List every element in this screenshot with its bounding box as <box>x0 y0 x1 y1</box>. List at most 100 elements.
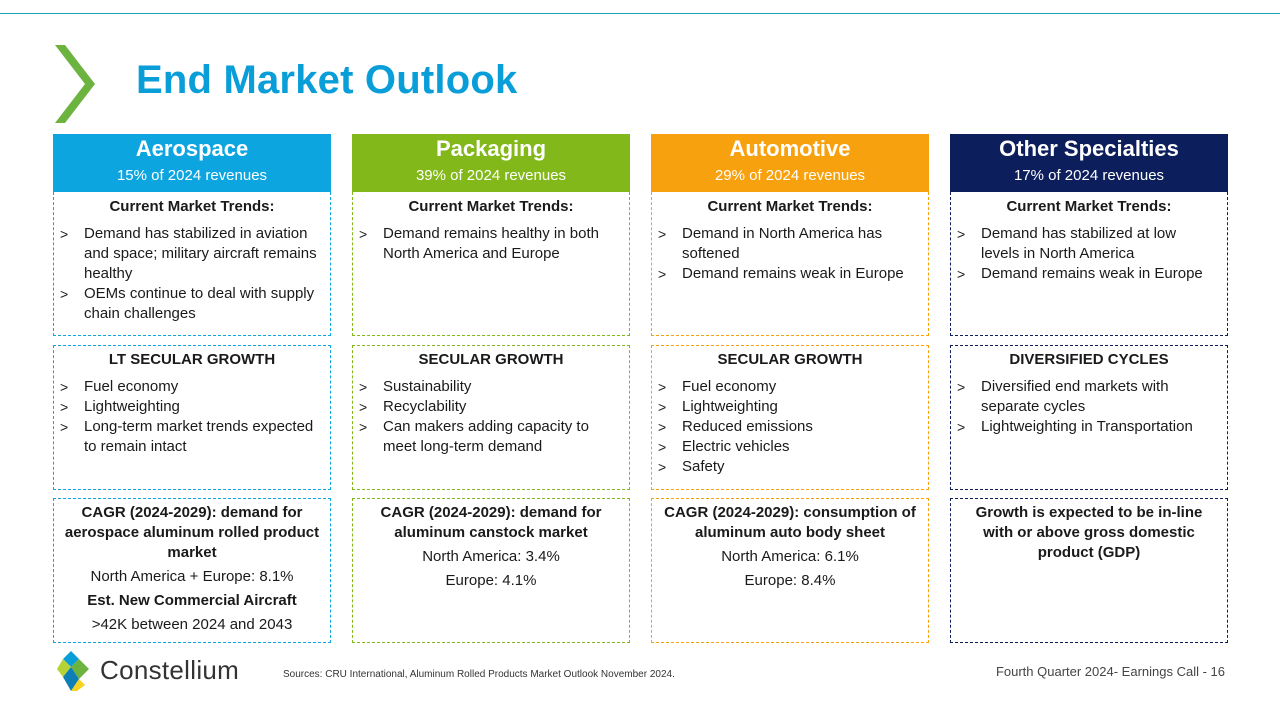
growth-box: SECULAR GROWTH > Fuel economy > Lightweighti… <box>651 345 929 490</box>
cagr-value: North America + Europe: 8.1% <box>90 568 294 585</box>
bullet-marker: > <box>60 226 69 242</box>
bullet-item: > Long-term market trends expected to rem… <box>60 417 318 457</box>
bullet-text: Sustainability <box>383 378 472 395</box>
bullet-item: > Lightweighting <box>60 397 318 417</box>
bullet-marker: > <box>658 399 667 415</box>
bullet-marker: > <box>359 419 368 435</box>
cagr-title: CAGR (2024-2029): demand for aluminum ca… <box>380 504 602 541</box>
cagr-title: Growth is expected to be in-line with or… <box>975 504 1203 561</box>
cagr-value: Europe: 4.1% <box>445 572 537 589</box>
column-title: Aerospace <box>135 136 249 161</box>
growth-box: SECULAR GROWTH > Sustainability > Recyclabil… <box>352 345 630 490</box>
column-title: Automotive <box>729 136 851 161</box>
bullet-text: Demand remains weak in Europe <box>682 265 904 282</box>
bullet-item: > Recyclability <box>359 397 617 417</box>
revenue-share: 39% of 2024 revenues <box>415 167 567 184</box>
bullet-item: > Demand remains healthy in both North Am… <box>359 224 617 264</box>
aircraft-title: Est. New Commercial Aircraft <box>87 592 297 609</box>
growth-list: > Diversified end markets with separate c… <box>951 377 1227 437</box>
brand-name: Constellium <box>100 655 240 685</box>
bullet-text: Diversified end markets with separate cy… <box>981 378 1169 415</box>
page-title: End Market Outlook <box>136 58 518 102</box>
trends-list: > Demand has stabilized in aviation and s… <box>54 224 330 324</box>
bullet-item: > Demand in North America has softened <box>658 224 916 264</box>
cagr-title: CAGR (2024-2029): consumption of aluminu… <box>664 504 916 541</box>
bullet-item: > Demand remains weak in Europe <box>957 264 1215 284</box>
column-automotive: Automotive 29% of 2024 revenues Current Ma… <box>651 134 929 643</box>
cagr-value: North America: 3.4% <box>422 548 560 565</box>
bullet-text: Demand has stabilized in aviation and sp… <box>84 225 317 282</box>
aircraft-value: >42K between 2024 and 2043 <box>91 616 293 633</box>
trends-title: Current Market Trends: <box>408 198 574 215</box>
cagr-value: Europe: 8.4% <box>744 572 836 589</box>
top-rule <box>0 13 1280 14</box>
revenue-share: 17% of 2024 revenues <box>1013 167 1165 184</box>
bullet-marker: > <box>957 266 966 282</box>
constellium-logo-icon <box>57 651 89 691</box>
bullet-text: Demand remains healthy in both North Ame… <box>383 225 599 262</box>
trends-box: Current Market Trends: > Demand remains he… <box>352 192 630 336</box>
growth-title: DIVERSIFIED CYCLES <box>1009 351 1169 368</box>
bullet-text: Fuel economy <box>84 378 179 395</box>
bullet-item: > OEMs continue to deal with supply chain… <box>60 284 318 324</box>
bullet-text: Lightweighting <box>682 398 778 415</box>
bullet-text: Demand remains weak in Europe <box>981 265 1203 282</box>
bullet-item: > Diversified end markets with separate c… <box>957 377 1215 417</box>
column-aerospace: Aerospace 15% of 2024 revenues Current Mar… <box>53 134 331 643</box>
bullet-item: > Fuel economy <box>658 377 916 397</box>
trends-title: Current Market Trends: <box>109 198 275 215</box>
bullet-text: Long-term market trends expected to rema… <box>84 418 314 455</box>
growth-list: > Sustainability > Recyclability > Can makers… <box>353 377 629 457</box>
column-header: Other Specialties 17% of 2024 revenues <box>950 134 1228 192</box>
column-title: Packaging <box>435 136 547 161</box>
bullet-marker: > <box>658 459 667 475</box>
bullet-text: Electric vehicles <box>682 438 790 455</box>
bullet-item: > Lightweighting <box>658 397 916 417</box>
trends-list: > Demand remains healthy in both North Am… <box>353 224 629 264</box>
bullet-text: Safety <box>682 458 725 475</box>
revenue-share: 15% of 2024 revenues <box>116 167 268 184</box>
growth-list: > Fuel economy > Lightweighting > Long-term m… <box>54 377 330 457</box>
bullet-item: > Sustainability <box>359 377 617 397</box>
bullet-text: Lightweighting in Transportation <box>981 418 1193 435</box>
growth-title: SECULAR GROWTH <box>717 351 863 368</box>
bullet-marker: > <box>658 419 667 435</box>
trends-title: Current Market Trends: <box>707 198 873 215</box>
bullet-text: OEMs continue to deal with supply chain … <box>84 285 315 322</box>
cagr-box: CAGR (2024-2029): demand for aluminum ca… <box>352 498 630 643</box>
growth-title: LT SECULAR GROWTH <box>108 351 276 368</box>
bullet-item: > Demand remains weak in Europe <box>658 264 916 284</box>
bullet-marker: > <box>957 419 966 435</box>
trends-box: Current Market Trends: > Demand in North A… <box>651 192 929 336</box>
bullet-marker: > <box>60 379 69 395</box>
bullet-item: > Reduced emissions <box>658 417 916 437</box>
cagr-box: Growth is expected to be in-line with or… <box>950 498 1228 643</box>
bullet-marker: > <box>658 226 667 242</box>
revenue-share: 29% of 2024 revenues <box>714 167 866 184</box>
bullet-marker: > <box>658 379 667 395</box>
bullet-marker: > <box>658 439 667 455</box>
column-header: Packaging 39% of 2024 revenues <box>352 134 630 192</box>
column-header: Aerospace 15% of 2024 revenues <box>53 134 331 192</box>
cagr-title: CAGR (2024-2029): demand for aerospace a… <box>64 504 320 561</box>
bullet-text: Reduced emissions <box>682 418 813 435</box>
chevron-icon <box>55 45 95 123</box>
trends-list: > Demand in North America has softened > De… <box>652 224 928 284</box>
cagr-value: North America: 6.1% <box>721 548 859 565</box>
trends-title: Current Market Trends: <box>1006 198 1172 215</box>
bullet-text: Demand in North America has softened <box>682 225 883 262</box>
bullet-item: > Lightweighting in Transportation <box>957 417 1215 437</box>
trends-list: > Demand has stabilized at low levels in … <box>951 224 1227 284</box>
cagr-box: CAGR (2024-2029): consumption of aluminu… <box>651 498 929 643</box>
bullet-marker: > <box>957 226 966 242</box>
column-title: Other Specialties <box>999 136 1179 161</box>
bullet-marker: > <box>60 419 69 435</box>
bullet-item: > Demand has stabilized in aviation and s… <box>60 224 318 284</box>
bullet-marker: > <box>957 379 966 395</box>
column-packaging: Packaging 39% of 2024 revenues Current Mar… <box>352 134 630 643</box>
growth-box: LT SECULAR GROWTH > Fuel economy > Lightweig… <box>53 345 331 490</box>
bullet-marker: > <box>359 399 368 415</box>
bullet-item: > Electric vehicles <box>658 437 916 457</box>
bullet-marker: > <box>658 266 667 282</box>
growth-box: DIVERSIFIED CYCLES > Diversified end marke… <box>950 345 1228 490</box>
